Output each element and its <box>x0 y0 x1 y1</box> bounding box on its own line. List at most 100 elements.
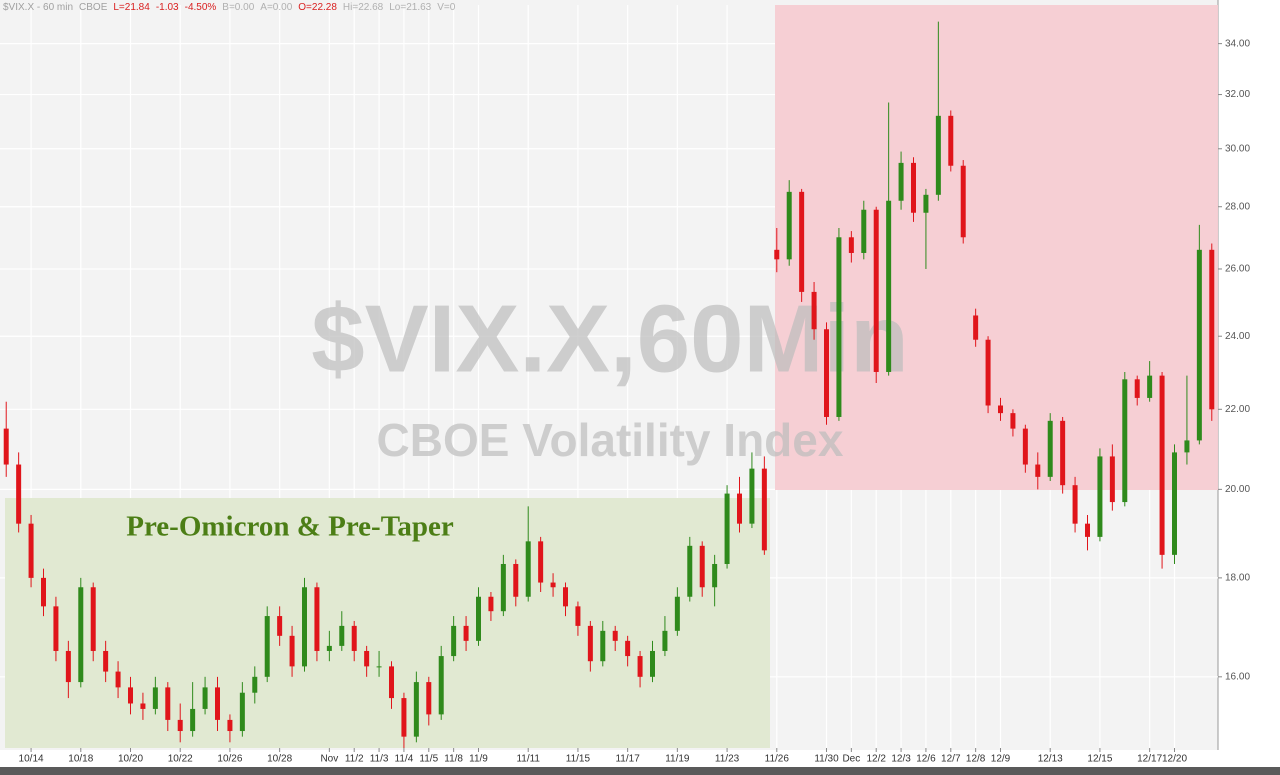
candle-body <box>625 640 631 657</box>
candle-body <box>612 630 618 641</box>
candle-body <box>513 563 519 597</box>
candle-body <box>500 563 506 612</box>
candle-body <box>103 650 109 672</box>
x-tick-label: 12/2 <box>866 754 886 765</box>
watermark-symbol: $VIX.X,60Min <box>311 285 909 392</box>
axes: 16.00 18.00 20.00 22.00 24.00 26.00 28.00 30.00… <box>19 38 1251 764</box>
x-tick-label: 10/22 <box>168 754 193 765</box>
candle-body <box>41 577 46 607</box>
candle-body <box>1159 375 1165 555</box>
candle-body <box>774 249 780 260</box>
candle-body <box>749 468 755 524</box>
candle-body <box>550 582 556 588</box>
candle-body <box>662 630 668 651</box>
candle-body <box>476 596 481 641</box>
candle-body <box>973 315 979 340</box>
watermark-name: CBOE Volatility Index <box>377 414 844 466</box>
candle-body <box>314 587 320 651</box>
x-tick-label: Nov <box>320 754 338 765</box>
candle-body <box>389 666 394 699</box>
x-tick-label: 10/18 <box>68 754 93 765</box>
x-tick-label: Dec <box>842 754 860 765</box>
candle-body <box>376 666 382 668</box>
candle-body <box>28 523 34 578</box>
candle-body <box>898 162 904 201</box>
candle-body <box>836 237 842 417</box>
x-tick-label: 12/7 <box>941 754 961 765</box>
candle-body <box>413 682 419 737</box>
candle-body <box>1109 456 1115 503</box>
candle-body <box>451 625 457 657</box>
candle-body <box>53 606 59 651</box>
candle-body <box>1122 379 1128 503</box>
candle-body <box>401 698 407 737</box>
candle-body <box>488 596 494 612</box>
header-item: B=0.00 <box>222 2 254 13</box>
candle-body <box>239 692 245 732</box>
candle-body <box>90 587 96 651</box>
candle-body <box>737 493 742 524</box>
candle-body <box>761 468 767 551</box>
candle-body <box>289 635 295 667</box>
x-tick-label: 11/26 <box>765 754 790 765</box>
candle-body <box>699 545 705 588</box>
y-tick-label: 26.00 <box>1225 264 1250 275</box>
header-item: O=22.28 <box>298 2 337 13</box>
x-tick-label: 10/14 <box>19 754 44 765</box>
pre-omicron-region <box>5 498 770 748</box>
candle-body <box>140 703 146 709</box>
omicron-region <box>775 5 1218 490</box>
axis-background <box>1218 0 1280 750</box>
x-tick-label: 10/28 <box>267 754 292 765</box>
candle-body <box>1085 523 1090 537</box>
candle-body <box>1184 440 1190 453</box>
candle-body <box>824 329 829 417</box>
candle-body <box>463 625 469 641</box>
x-tick-label: 10/26 <box>217 754 242 765</box>
candle-body <box>998 405 1003 414</box>
candle-body <box>674 596 680 631</box>
candle-body <box>811 291 817 330</box>
candle-body <box>1035 464 1041 477</box>
x-tick-label: 11/3 <box>370 754 389 765</box>
candle-body <box>202 687 208 709</box>
x-tick-label: 11/19 <box>665 754 690 765</box>
candle-body <box>985 339 991 406</box>
header: $VIX.X - 60 min CBOE L=21.84 -1.03 -4.50% B=0… <box>3 2 456 13</box>
candle-body <box>948 115 954 166</box>
candle-body <box>1134 379 1140 398</box>
y-tick-label: 34.00 <box>1225 38 1250 49</box>
x-tick-label: 12/6 <box>916 754 936 765</box>
header-item: -4.50% <box>185 2 217 13</box>
candle-body <box>215 687 220 720</box>
candle-body <box>538 541 544 583</box>
candle-body <box>1010 413 1016 429</box>
x-tick-label: 12/15 <box>1087 754 1112 765</box>
x-tick-label: 12/17 <box>1137 754 1162 765</box>
candle-body <box>302 587 307 667</box>
candle-body <box>712 563 718 588</box>
candle-body <box>16 464 22 524</box>
candle-body <box>426 682 432 715</box>
y-tick-label: 20.00 <box>1225 484 1250 495</box>
x-tick-label: 11/17 <box>615 754 640 765</box>
x-tick-label: 11/5 <box>419 754 438 765</box>
candle-body <box>960 165 966 238</box>
x-tick-label: 12/3 <box>891 754 911 765</box>
candle-body <box>227 719 233 732</box>
candle-body <box>264 616 270 677</box>
x-tick-label: 12/8 <box>966 754 986 765</box>
candle-body <box>1072 485 1078 524</box>
y-tick-label: 22.00 <box>1225 404 1250 415</box>
candles <box>3 21 1215 748</box>
candle-body <box>1196 249 1202 441</box>
candle-body <box>873 209 879 372</box>
x-tick-label: 11/4 <box>395 754 414 765</box>
candle-body <box>1022 428 1028 465</box>
header-item: -1.03 <box>156 2 179 13</box>
x-tick-label: 11/9 <box>469 754 488 765</box>
y-tick-label: 18.00 <box>1225 573 1250 584</box>
candle-body <box>724 493 730 564</box>
candle-body <box>326 645 332 651</box>
